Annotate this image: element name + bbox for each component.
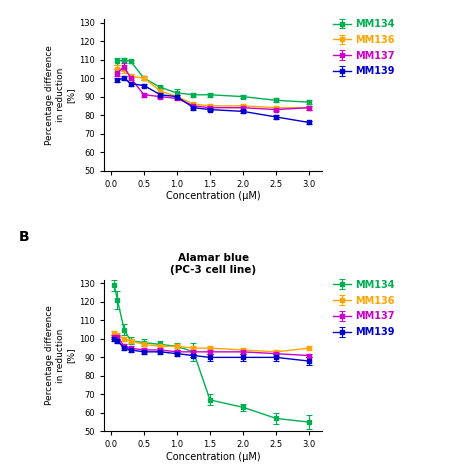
X-axis label: Concentration (μM): Concentration (μM)	[166, 452, 261, 462]
Title: Alamar blue
(PC-3 cell line): Alamar blue (PC-3 cell line)	[170, 253, 256, 275]
X-axis label: Concentration (μM): Concentration (μM)	[166, 191, 261, 201]
Legend: MM134, MM136, MM137, MM139: MM134, MM136, MM137, MM139	[333, 19, 395, 76]
Y-axis label: Percentage difference
in reduction
[%]: Percentage difference in reduction [%]	[46, 306, 75, 405]
Y-axis label: Percentage difference
in reduction
[%]: Percentage difference in reduction [%]	[46, 45, 75, 145]
Legend: MM134, MM136, MM137, MM139: MM134, MM136, MM137, MM139	[333, 280, 395, 337]
Text: B: B	[19, 230, 29, 244]
